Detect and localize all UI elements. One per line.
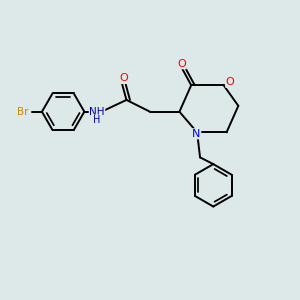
Text: N: N <box>192 129 201 139</box>
Text: Br: Br <box>17 107 28 117</box>
Text: O: O <box>226 77 235 87</box>
Text: NH: NH <box>89 107 105 117</box>
Text: O: O <box>119 74 128 83</box>
Text: H: H <box>93 115 101 125</box>
Text: O: O <box>177 59 186 69</box>
